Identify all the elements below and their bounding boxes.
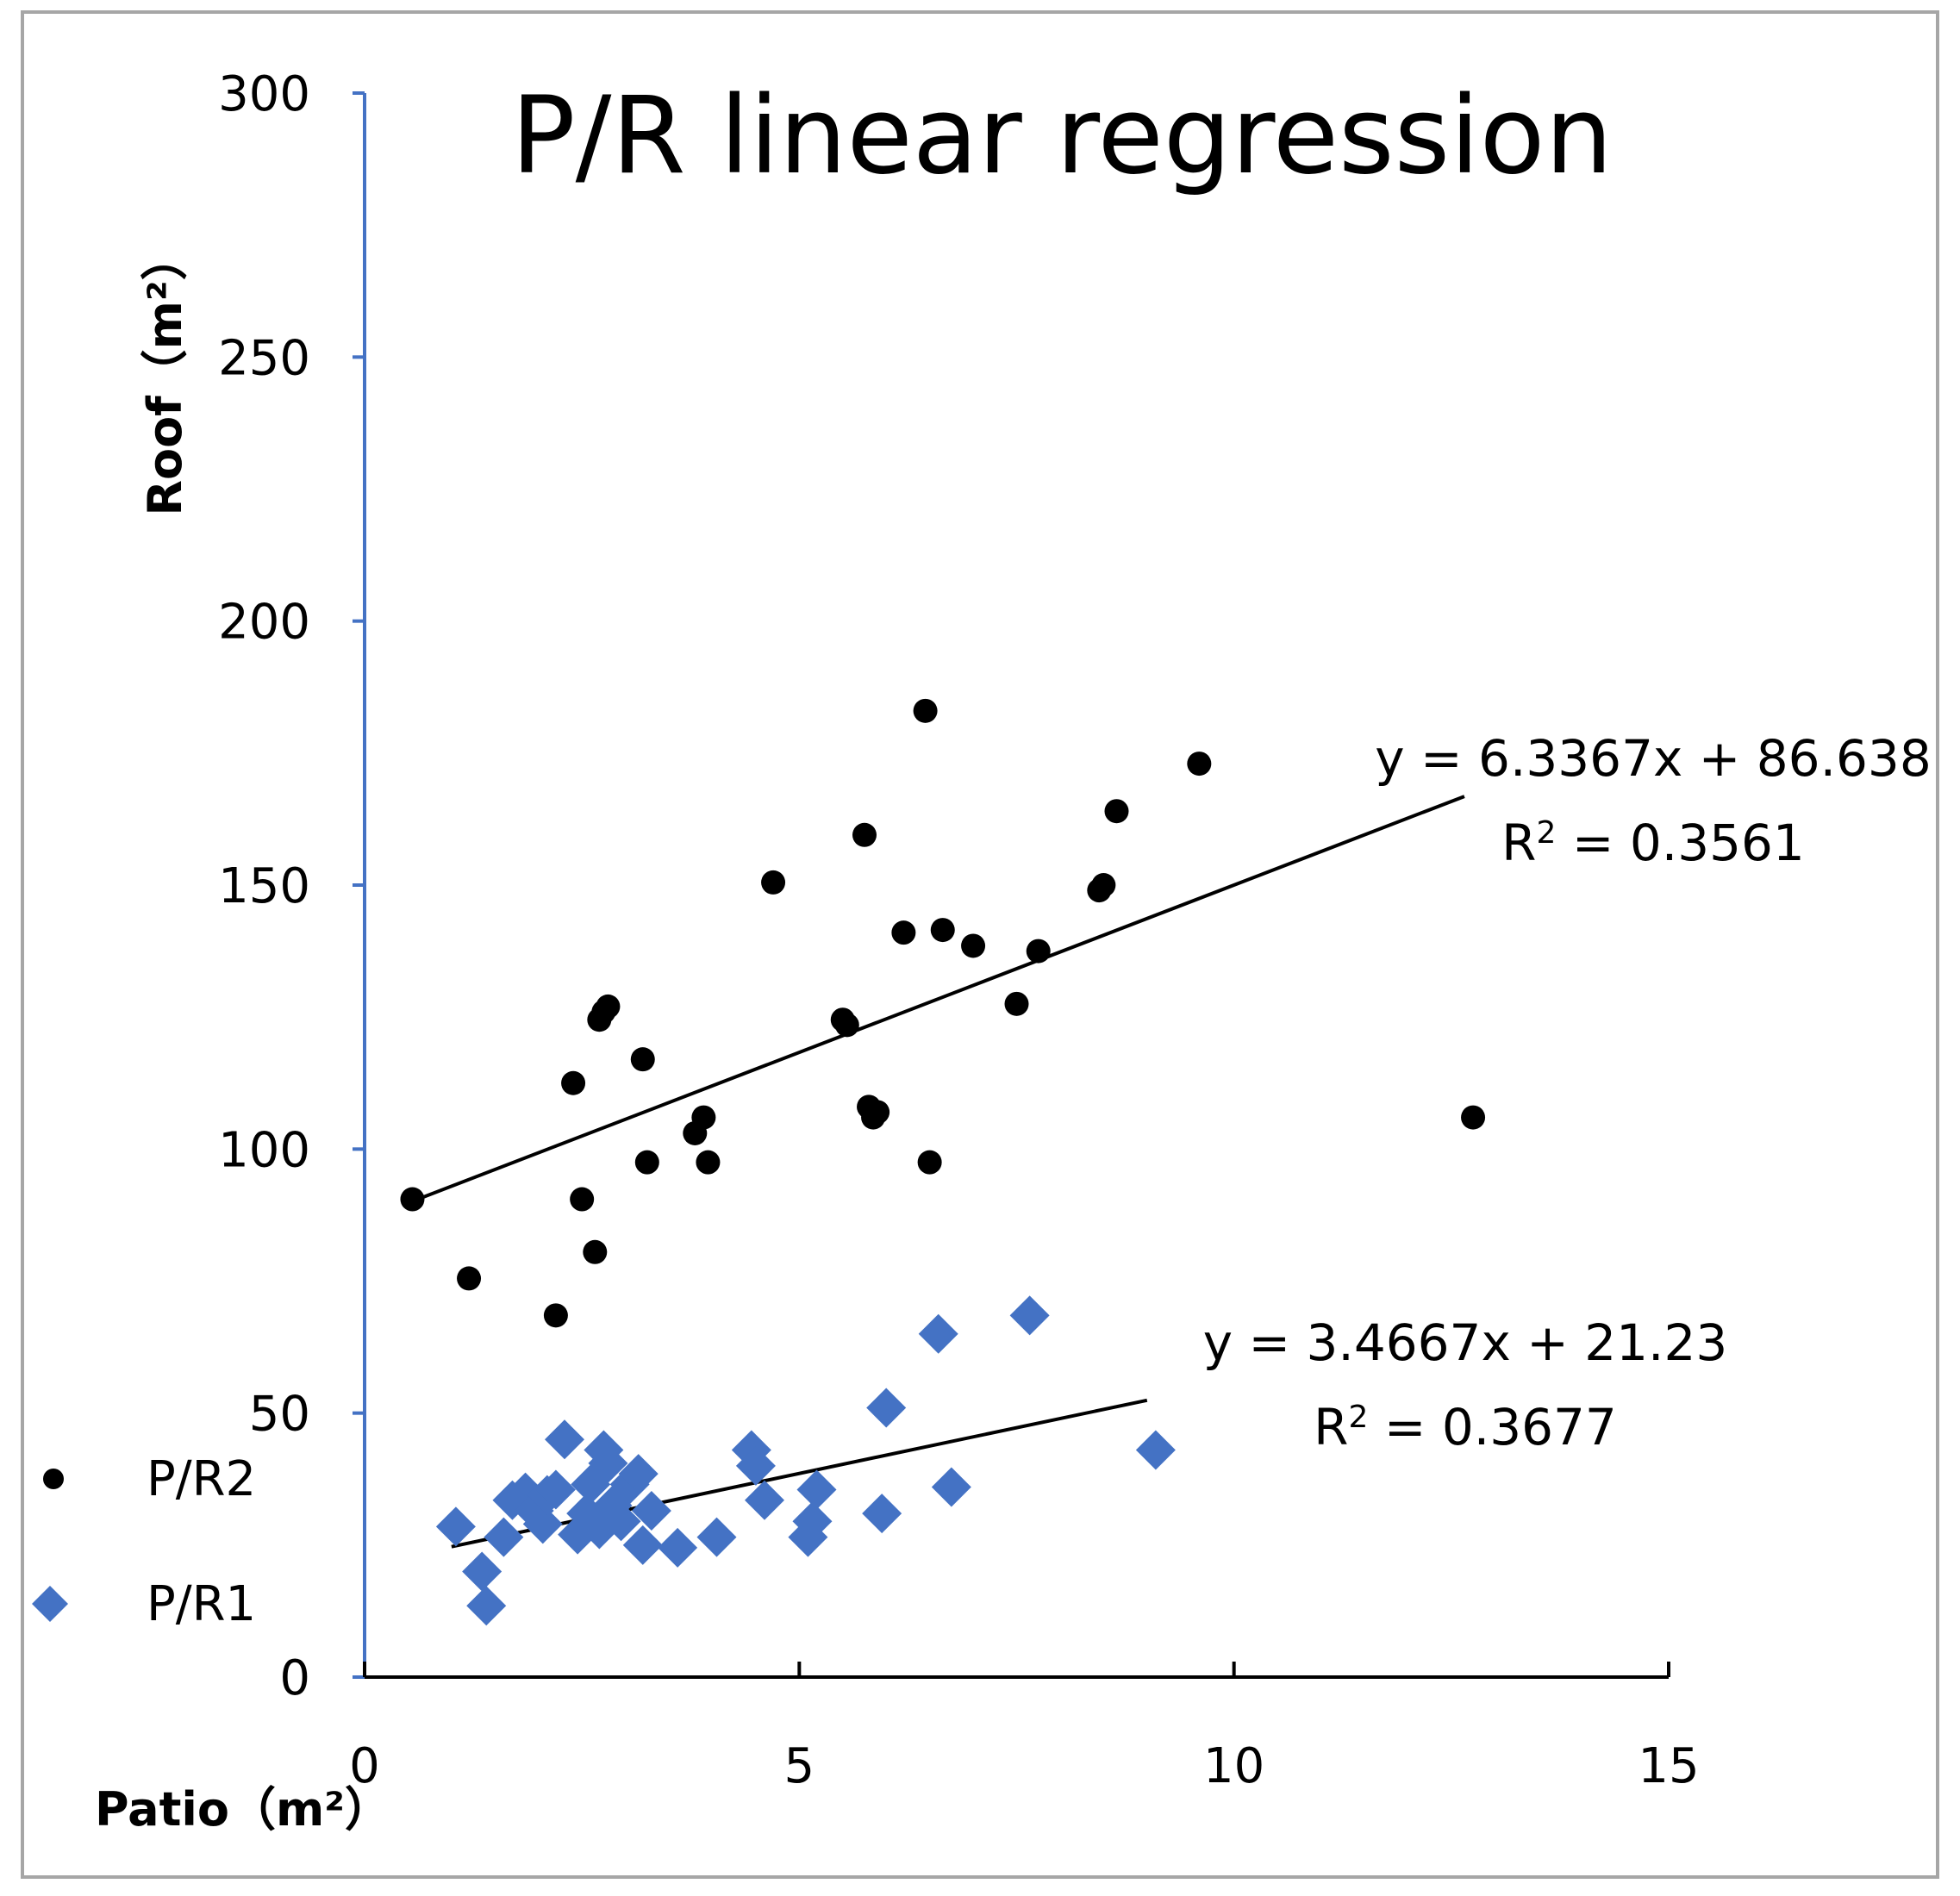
data-point-p-r2 [400,1187,425,1212]
y-tick-label: 100 [218,1122,310,1178]
axes: 0 50 100 150 200 250 300 0 5 10 15 [218,66,1700,1794]
data-point-p-r2 [596,994,621,1019]
chart-title: P/R linear regression [511,74,1613,198]
data-point-p-r2 [1004,991,1029,1016]
data-point-p-r1 [931,1467,971,1507]
data-point-p-r2 [961,933,986,958]
legend-marker-p-r2 [43,1469,64,1489]
x-tick-label: 15 [1638,1738,1699,1794]
data-point-p-r2 [1091,873,1116,897]
trendline-label-p-r1: y = 3.4667x + 21.23 R2 = 0.3677 [1203,1313,1728,1456]
data-point-p-r2 [1461,1105,1486,1130]
trendline-p-r2 [411,795,1465,1203]
data-point-p-r1 [658,1527,698,1568]
y-tick-label: 300 [218,66,310,122]
data-point-p-r2 [865,1100,890,1125]
data-point-p-r2 [583,1239,608,1264]
data-point-p-r1 [631,1491,671,1531]
data-point-p-r1 [918,1313,958,1354]
data-point-p-r1 [484,1517,524,1557]
data-point-p-r1 [866,1388,907,1428]
data-point-p-r2 [761,870,786,895]
data-point-p-r1 [744,1480,784,1520]
x-tick-label: 5 [784,1738,815,1794]
equation-p-r1: y = 3.4667x + 21.23 [1203,1313,1728,1372]
legend: P/R2 P/R1 [32,1451,256,1632]
data-point-p-r2 [634,1150,659,1175]
data-point-p-r1 [535,1469,576,1510]
data-point-p-r2 [930,918,955,943]
x-tick-label: 0 [349,1738,380,1794]
data-point-p-r1 [696,1517,737,1557]
data-point-p-r1 [796,1469,837,1510]
y-tick-label: 0 [279,1650,310,1706]
data-point-p-r1 [792,1501,833,1542]
x-tick-label: 10 [1203,1738,1264,1794]
legend-label-p-r1: P/R1 [147,1576,256,1632]
data-point-p-r1 [601,1501,641,1542]
data-point-p-r2 [834,1013,859,1038]
chart-frame [21,10,1939,1879]
data-point-p-r2 [917,1150,942,1175]
trendline-p-r1 [451,1398,1148,1549]
y-ticks: 0 50 100 150 200 250 300 [218,66,365,1706]
data-point-p-r1 [862,1494,902,1534]
x-ticks: 0 5 10 15 [349,1662,1700,1794]
data-point-p-r1 [462,1551,502,1592]
data-point-p-r1 [1009,1295,1050,1336]
equation-p-r2: y = 6.3367x + 86.638 [1375,729,1931,788]
y-axis-title: Roof（m²） [138,234,192,515]
y-tick-label: 200 [218,595,310,651]
y-tick-label: 250 [218,330,310,386]
data-point-p-r2 [1104,799,1129,824]
data-point-p-r1 [544,1419,584,1460]
r-squared-p-r2: R2 = 0.3561 [1501,814,1805,872]
data-point-p-r1 [618,1454,659,1494]
data-point-p-r1 [435,1506,476,1547]
data-point-p-r1 [1135,1430,1176,1470]
trendline-label-p-r2: y = 6.3367x + 86.638 R2 = 0.3561 [1375,729,1931,872]
y-tick-label: 150 [218,858,310,914]
data-point-p-r2 [1187,752,1212,776]
data-point-p-r2 [457,1266,482,1291]
trendlines [411,795,1465,1549]
data-point-p-r2 [913,698,938,723]
data-point-p-r2 [691,1105,716,1130]
data-point-p-r2 [891,920,916,945]
y-tick-label: 50 [249,1387,310,1443]
legend-label-p-r2: P/R2 [147,1451,256,1507]
data-point-p-r2 [570,1187,595,1212]
data-point-p-r2 [1026,939,1051,964]
data-point-p-r2 [696,1150,721,1175]
series-p-r2 [400,698,1486,1328]
data-point-p-r2 [561,1070,586,1095]
x-axis-title: Patio（m²） [95,1782,391,1837]
data-point-p-r1 [622,1525,663,1565]
data-point-p-r2 [543,1303,568,1328]
data-point-p-r1 [588,1443,628,1483]
legend-marker-p-r1 [32,1586,68,1622]
data-point-p-r1 [466,1586,507,1626]
data-point-p-r2 [630,1047,655,1072]
data-point-p-r1 [522,1504,563,1544]
series-p-r1 [435,1295,1176,1626]
data-point-p-r2 [852,822,877,847]
r-squared-p-r1: R2 = 0.3677 [1314,1398,1617,1456]
data-point-p-r1 [735,1445,776,1486]
